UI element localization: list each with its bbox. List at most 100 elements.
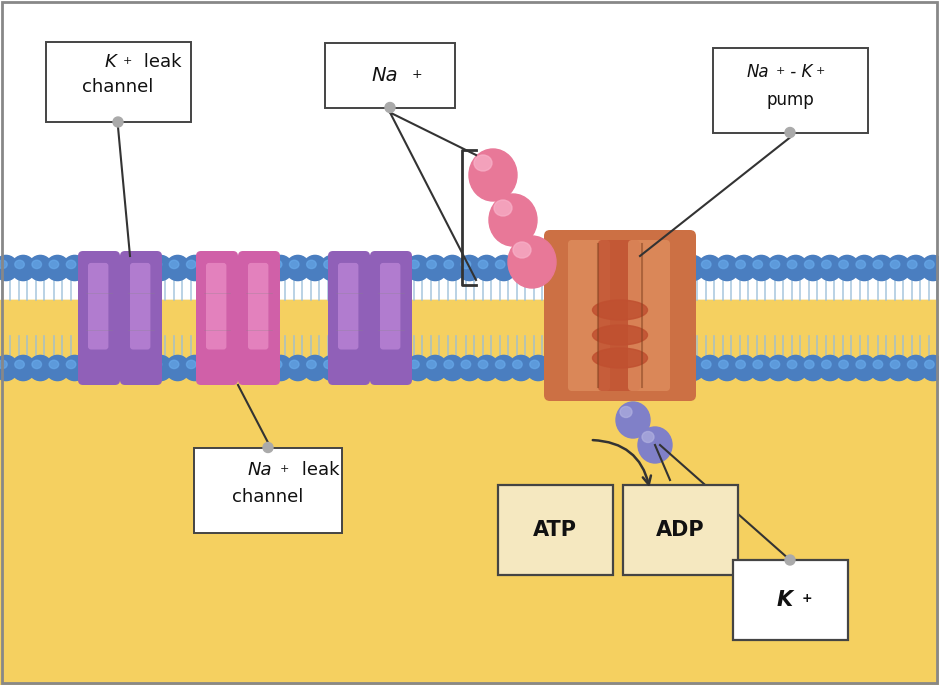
Ellipse shape	[341, 360, 350, 369]
Ellipse shape	[307, 260, 316, 269]
Ellipse shape	[11, 256, 35, 281]
Ellipse shape	[526, 356, 550, 381]
Ellipse shape	[320, 356, 345, 381]
FancyBboxPatch shape	[498, 485, 612, 575]
Ellipse shape	[835, 256, 859, 281]
Ellipse shape	[822, 260, 831, 269]
Ellipse shape	[389, 356, 413, 381]
Circle shape	[385, 103, 395, 112]
Bar	[0, 454, 939, 468]
Ellipse shape	[272, 260, 282, 269]
FancyBboxPatch shape	[328, 251, 370, 385]
Ellipse shape	[805, 360, 814, 369]
Circle shape	[113, 117, 123, 127]
Ellipse shape	[801, 356, 824, 381]
Ellipse shape	[376, 260, 385, 269]
Ellipse shape	[839, 260, 848, 269]
Ellipse shape	[32, 360, 41, 369]
Ellipse shape	[115, 356, 138, 381]
Bar	[0, 531, 939, 545]
FancyBboxPatch shape	[598, 240, 640, 391]
Ellipse shape	[187, 360, 196, 369]
Ellipse shape	[753, 260, 762, 269]
Ellipse shape	[620, 406, 632, 417]
Ellipse shape	[718, 260, 729, 269]
Ellipse shape	[629, 356, 654, 381]
Ellipse shape	[148, 256, 173, 281]
Ellipse shape	[685, 260, 694, 269]
Ellipse shape	[221, 360, 230, 369]
Bar	[0, 300, 939, 685]
Ellipse shape	[715, 256, 739, 281]
Ellipse shape	[805, 260, 814, 269]
Bar	[0, 351, 939, 365]
Ellipse shape	[355, 256, 378, 281]
Ellipse shape	[238, 260, 248, 269]
Bar	[0, 557, 939, 571]
Ellipse shape	[593, 325, 648, 345]
Bar	[0, 377, 939, 391]
Ellipse shape	[478, 260, 488, 269]
Bar	[0, 441, 939, 455]
FancyBboxPatch shape	[78, 251, 120, 385]
Ellipse shape	[440, 356, 464, 381]
Ellipse shape	[784, 256, 808, 281]
Ellipse shape	[169, 360, 178, 369]
Ellipse shape	[856, 260, 866, 269]
Ellipse shape	[650, 260, 659, 269]
FancyBboxPatch shape	[120, 251, 162, 385]
FancyBboxPatch shape	[370, 251, 412, 385]
FancyBboxPatch shape	[238, 251, 280, 385]
Ellipse shape	[581, 260, 591, 269]
Ellipse shape	[307, 360, 316, 369]
Ellipse shape	[0, 260, 8, 269]
Bar	[0, 467, 939, 481]
Ellipse shape	[303, 256, 327, 281]
Ellipse shape	[252, 356, 275, 381]
Ellipse shape	[444, 360, 454, 369]
Ellipse shape	[766, 356, 791, 381]
Ellipse shape	[0, 360, 8, 369]
Text: +: +	[280, 464, 289, 474]
Ellipse shape	[822, 360, 831, 369]
Bar	[0, 493, 939, 506]
Ellipse shape	[200, 356, 224, 381]
Ellipse shape	[63, 256, 86, 281]
Text: Na: Na	[248, 461, 272, 479]
Text: Na: Na	[747, 63, 769, 81]
Ellipse shape	[32, 260, 41, 269]
Ellipse shape	[28, 356, 53, 381]
Ellipse shape	[629, 256, 654, 281]
Ellipse shape	[564, 260, 574, 269]
Bar	[0, 647, 939, 660]
Ellipse shape	[561, 256, 584, 281]
Ellipse shape	[715, 356, 739, 381]
Text: K: K	[777, 590, 793, 610]
Ellipse shape	[921, 256, 939, 281]
Ellipse shape	[598, 260, 608, 269]
Ellipse shape	[890, 360, 900, 369]
Text: pump: pump	[766, 91, 814, 109]
Bar	[0, 479, 939, 493]
Text: K: K	[104, 53, 115, 71]
Text: leak: leak	[296, 461, 340, 479]
Ellipse shape	[646, 256, 670, 281]
Ellipse shape	[49, 260, 59, 269]
Ellipse shape	[492, 256, 516, 281]
Ellipse shape	[612, 356, 636, 381]
Ellipse shape	[667, 360, 677, 369]
FancyBboxPatch shape	[194, 447, 342, 532]
Bar	[0, 608, 939, 622]
Ellipse shape	[393, 360, 402, 369]
Text: +: +	[123, 56, 132, 66]
Ellipse shape	[148, 356, 173, 381]
Ellipse shape	[217, 356, 241, 381]
Ellipse shape	[546, 360, 557, 369]
Ellipse shape	[115, 256, 138, 281]
Ellipse shape	[131, 356, 155, 381]
Ellipse shape	[478, 360, 488, 369]
Ellipse shape	[698, 256, 722, 281]
Ellipse shape	[165, 256, 190, 281]
Ellipse shape	[272, 360, 282, 369]
Ellipse shape	[217, 256, 241, 281]
